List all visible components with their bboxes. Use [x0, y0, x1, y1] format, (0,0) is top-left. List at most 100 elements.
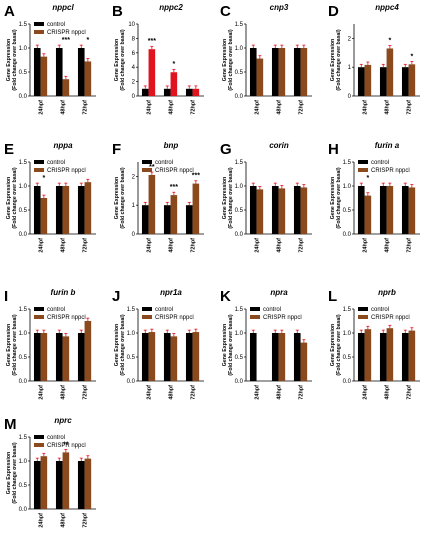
y-tick-label: 0.5	[127, 355, 136, 361]
panel-letter: D	[328, 3, 339, 20]
x-tick-label: 48hpf	[277, 385, 283, 400]
y-axis-label-line: Gene Expression	[330, 324, 336, 366]
y-axis-label-line: (Fold change over basal)	[12, 314, 18, 375]
bar-crispr	[364, 195, 372, 234]
panel-letter: I	[4, 288, 8, 305]
y-axis-label-line: (Fold change over basal)	[12, 442, 18, 503]
panel-letter: M	[4, 416, 17, 433]
bar-crispr	[408, 64, 416, 96]
x-tick-label: 72hpf	[407, 100, 413, 115]
legend-swatch	[250, 307, 260, 311]
x-tick-label: 72hpf	[83, 100, 89, 115]
bar-control	[249, 333, 257, 381]
y-axis-label-line: (Fold change over basal)	[120, 314, 126, 375]
y-tick-label: 0.5	[19, 208, 28, 214]
y-axis-label: Gene Expression(Fold change over basal)	[6, 314, 18, 375]
y-tick-label: 2	[132, 80, 136, 86]
legend-label: CRISPR nppcl	[47, 443, 86, 449]
legend-label: CRISPR nppcl	[47, 30, 86, 36]
panel-letter: B	[112, 3, 123, 20]
y-tick-label: 2	[348, 36, 352, 42]
y-tick-label: 0.0	[235, 379, 244, 385]
bar-control	[77, 186, 85, 234]
y-tick-label: 1.0	[19, 46, 28, 52]
panel-title: cnp3	[270, 3, 289, 12]
y-tick-label: 0.5	[19, 70, 28, 76]
legend-label: CRISPR nppcl	[371, 315, 410, 321]
panel-letter: C	[220, 3, 231, 20]
y-tick-label: 1.5	[19, 435, 28, 441]
bar-control	[271, 333, 279, 381]
y-tick-label: 10	[128, 22, 135, 28]
bar-crispr	[386, 328, 394, 381]
bar-crispr	[278, 333, 286, 381]
y-axis-label: Gene Expression(Fold change over basal)	[330, 167, 342, 228]
y-axis-label-line: Gene Expression	[6, 39, 12, 81]
x-tick-label: 72hpf	[83, 385, 89, 400]
y-axis-label-line: (Fold change over basal)	[120, 167, 126, 228]
y-tick-label: 8	[132, 36, 136, 42]
y-tick-label: 1.5	[235, 22, 244, 28]
y-axis-label-line: (Fold change over basal)	[336, 314, 342, 375]
bar-crispr	[364, 329, 372, 381]
x-tick-label: 48hpf	[385, 238, 391, 253]
y-tick-label: 0.0	[235, 232, 244, 238]
x-tick-label: 48hpf	[169, 100, 175, 115]
bar-control	[141, 333, 149, 381]
bar-crispr	[84, 182, 92, 234]
legend-swatch	[142, 160, 152, 164]
y-tick-label: 0.5	[19, 355, 28, 361]
x-tick-label: 24hpf	[39, 238, 45, 253]
significance-mark: **	[63, 441, 69, 448]
legend-swatch	[250, 315, 260, 319]
legend-label: control	[47, 22, 65, 28]
y-axis-label-line: (Fold change over basal)	[228, 29, 234, 90]
x-tick-label: 24hpf	[363, 238, 369, 253]
y-axis-label-line: Gene Expression	[114, 177, 120, 219]
bar-crispr	[278, 48, 286, 96]
x-tick-label: 48hpf	[385, 385, 391, 400]
y-tick-label: 1.0	[19, 459, 28, 465]
y-tick-label: 1.5	[343, 307, 352, 313]
legend-label: control	[371, 160, 389, 166]
y-tick-label: 1.5	[19, 160, 28, 166]
legend-swatch	[358, 168, 368, 172]
bar-control	[401, 333, 409, 381]
y-tick-label: 1.0	[127, 331, 136, 337]
y-tick-label: 0	[348, 94, 352, 100]
x-tick-label: 48hpf	[169, 385, 175, 400]
significance-mark: *	[42, 175, 45, 182]
x-tick-label: 24hpf	[255, 100, 261, 115]
y-axis-label-line: Gene Expression	[330, 39, 336, 81]
y-axis-label-line: Gene Expression	[6, 324, 12, 366]
x-tick-label: 48hpf	[61, 385, 67, 400]
bar-control	[33, 333, 41, 381]
legend-label: CRISPR nppcl	[47, 168, 86, 174]
bar-crispr	[148, 49, 156, 96]
y-axis-label: Gene Expression(Fold change over basal)	[330, 29, 342, 90]
y-tick-label: 1.5	[127, 307, 136, 313]
bar-control	[357, 333, 365, 381]
panel-title: nppc2	[159, 3, 183, 12]
bar-crispr	[40, 198, 48, 234]
y-axis-label-line: (Fold change over basal)	[12, 29, 18, 90]
bar-crispr	[386, 48, 394, 96]
y-tick-label: 6	[132, 51, 136, 57]
bar-crispr	[256, 189, 264, 234]
legend-swatch	[142, 315, 152, 319]
y-tick-label: 0.0	[19, 507, 28, 513]
bar-crispr	[408, 330, 416, 381]
x-tick-label: 48hpf	[61, 238, 67, 253]
y-tick-label: 0.0	[343, 379, 352, 385]
bar-crispr	[300, 48, 308, 96]
x-tick-label: 72hpf	[83, 238, 89, 253]
panel-title: nprb	[378, 288, 396, 297]
bar-crispr	[300, 187, 308, 234]
y-tick-label: 1.5	[235, 307, 244, 313]
bar-control	[163, 88, 171, 96]
